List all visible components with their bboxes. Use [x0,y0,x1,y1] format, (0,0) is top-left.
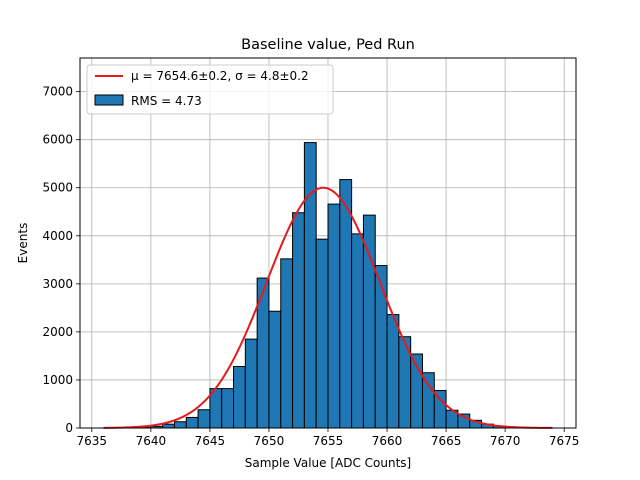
x-axis-label: Sample Value [ADC Counts] [245,456,411,470]
x-axis-ticks: 7635 7640 7645 7650 7655 7660 7665 7670 7675 [77,428,580,448]
x-tick-label: 7660 [372,434,403,448]
histogram-bar [268,310,282,429]
histogram-bar [303,142,317,429]
histogram-bar [315,238,329,429]
x-tick-label: 7655 [313,434,344,448]
x-tick-label: 7670 [490,434,521,448]
y-axis-ticks: 0 1000 2000 3000 4000 5000 6000 7000 [42,85,80,435]
histogram-bar [327,203,341,429]
x-tick-label: 7675 [549,434,580,448]
y-tick-label: 7000 [42,85,73,99]
histogram-bar [421,372,435,429]
histogram-bar [386,314,400,429]
x-tick-label: 7635 [77,434,108,448]
x-tick-label: 7665 [431,434,462,448]
histogram-bar [339,179,353,429]
histogram-bar [233,365,246,429]
y-tick-label: 0 [65,421,73,435]
chart-title: Baseline value, Ped Run [241,37,415,53]
y-tick-label: 1000 [42,373,73,387]
histogram-bar [292,212,305,429]
legend-box [86,64,334,115]
y-tick-label: 5000 [42,181,73,195]
histogram-bar [351,233,364,429]
histogram-bar [185,416,199,429]
histogram-bar [197,409,211,429]
histogram-bar [173,421,187,429]
histogram-bar [221,388,235,429]
gaussian-fit-curve [103,186,553,429]
legend: μ = 7654.6±0.2, σ = 4.8±0.2 RMS = 4.73 [86,64,334,115]
x-tick-label: 7640 [136,434,167,448]
histogram-bars [103,142,553,429]
legend-fit-label: μ = 7654.6±0.2, σ = 4.8±0.2 [131,69,309,83]
y-tick-label: 2000 [42,325,73,339]
histogram-bar [280,258,294,429]
histogram-bar [374,265,388,429]
y-axis-label: Events [16,223,30,264]
y-tick-label: 3000 [42,277,73,291]
y-tick-label: 6000 [42,133,73,147]
x-tick-label: 7645 [195,434,226,448]
legend-histogram-swatch [94,94,124,106]
gaussian-fit [103,186,553,429]
histogram-bar [244,338,258,429]
legend-histogram-label: RMS = 4.73 [131,94,202,108]
histogram-bar [162,423,175,429]
x-tick-label: 7650 [254,434,285,448]
y-tick-label: 4000 [42,229,73,243]
